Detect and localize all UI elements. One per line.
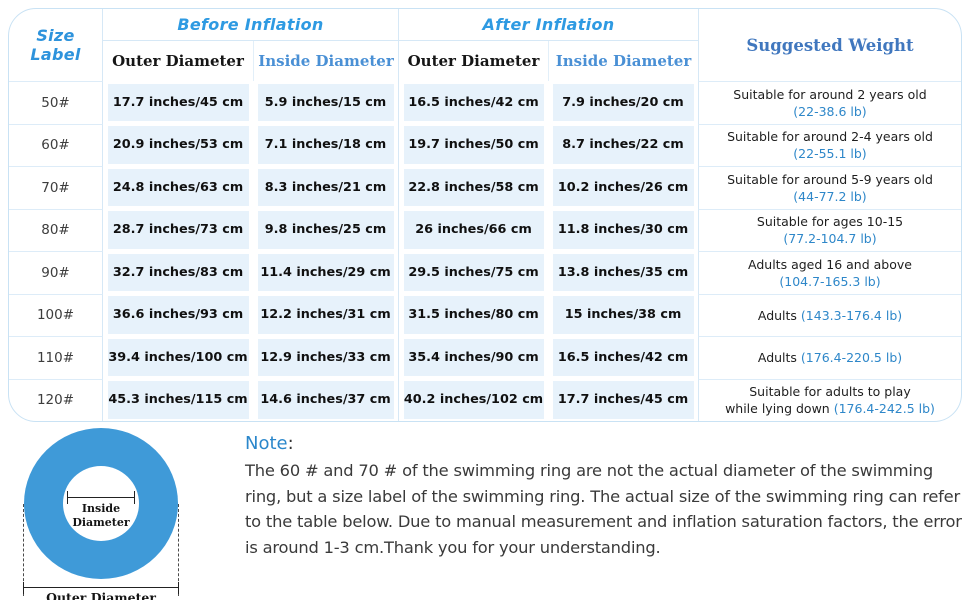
size-table: Size Label Before Inflation After Inflat… — [8, 8, 962, 422]
before-outer-cell: 45.3 inches/115 cm — [103, 379, 253, 422]
after-outer-cell: 31.5 inches/80 cm — [398, 293, 548, 336]
subheader-before-inside-diameter: Inside Diameter — [253, 41, 398, 81]
after-outer-cell: 26 inches/66 cm — [398, 208, 548, 251]
before-outer-cell: 32.7 inches/83 cm — [103, 251, 253, 294]
suggested-weight-cell: Adults aged 16 and above (104.7-165.3 lb… — [698, 251, 961, 294]
before-inside-cell: 14.6 inches/37 cm — [253, 379, 398, 422]
size-label-cell: 80# — [9, 208, 103, 251]
note-body: The 60 # and 70 # of the swimming ring a… — [245, 461, 962, 557]
after-inside-cell: 16.5 inches/42 cm — [548, 336, 698, 379]
after-outer-cell: 40.2 inches/102 cm — [398, 378, 548, 421]
note-title: Note: — [245, 433, 294, 454]
after-outer-cell: 29.5 inches/75 cm — [398, 251, 548, 294]
before-inside-cell: 5.9 inches/15 cm — [253, 81, 398, 124]
column-header-size-label: Size Label — [9, 9, 103, 81]
suggested-weight-cell: Adults (176.4-220.5 lb) — [698, 336, 961, 379]
size-label-cell: 60# — [9, 123, 103, 166]
before-outer-cell: 28.7 inches/73 cm — [103, 209, 253, 252]
subheader-before-outer-diameter: Outer Diameter — [112, 52, 244, 70]
before-outer-cell: 17.7 inches/45 cm — [103, 81, 253, 124]
size-label-cell: 50# — [9, 81, 103, 124]
suggested-weight-cell: Adults (143.3-176.4 lb) — [698, 293, 961, 336]
after-inside-cell: 15 inches/38 cm — [548, 294, 698, 337]
before-outer-cell: 39.4 inches/100 cm — [103, 336, 253, 379]
ring-diameter-diagram: Inside Diameter Outer Diameter — [0, 425, 232, 600]
column-header-suggested-weight: Suggested Weight — [698, 9, 961, 81]
table-header: Size Label Before Inflation After Inflat… — [9, 9, 961, 81]
after-inside-cell: 13.8 inches/35 cm — [548, 251, 698, 294]
subheader-after-outer-diameter: Outer Diameter — [398, 41, 548, 81]
outer-diameter-label: Outer Diameter — [46, 590, 156, 600]
group-header-before-inflation: Before Inflation — [103, 9, 398, 41]
suggested-weight-cell: Suitable for around 2-4 years old (22-55… — [698, 123, 961, 166]
before-inside-cell: 9.8 inches/25 cm — [253, 209, 398, 252]
before-outer-cell: 24.8 inches/63 cm — [103, 166, 253, 209]
note-section: Note: The 60 # and 70 # of the swimming … — [245, 433, 963, 560]
group-header-after-inflation: After Inflation — [398, 9, 698, 41]
before-inside-cell: 11.4 inches/29 cm — [253, 251, 398, 294]
before-outer-cell: 36.6 inches/93 cm — [103, 294, 253, 337]
after-outer-cell: 16.5 inches/42 cm — [398, 81, 548, 124]
suggested-weight-cell: Suitable for adults to play while lying … — [698, 378, 961, 421]
size-label-cell: 90# — [9, 251, 103, 294]
after-outer-cell: 22.8 inches/58 cm — [398, 166, 548, 209]
size-label-cell: 100# — [9, 293, 103, 336]
suggested-weight-cell: Suitable for around 2 years old (22-38.6… — [698, 81, 961, 124]
right-extension-line — [178, 504, 179, 596]
after-inside-cell: 10.2 inches/26 cm — [548, 166, 698, 209]
table-body: 50# 17.7 inches/45 cm 5.9 inches/15 cm 1… — [9, 81, 961, 421]
after-inside-cell: 17.7 inches/45 cm — [548, 379, 698, 422]
after-outer-cell: 35.4 inches/90 cm — [398, 336, 548, 379]
inside-diameter-label: Inside Diameter — [72, 502, 130, 529]
after-inside-cell: 7.9 inches/20 cm — [548, 81, 698, 124]
before-inside-cell: 8.3 inches/21 cm — [253, 166, 398, 209]
after-inside-cell: 11.8 inches/30 cm — [548, 209, 698, 252]
size-label-cell: 110# — [9, 336, 103, 379]
before-inside-cell: 7.1 inches/18 cm — [253, 124, 398, 167]
ring-hole — [63, 466, 139, 541]
before-outer-cell: 20.9 inches/53 cm — [103, 124, 253, 167]
suggested-weight-cell: Suitable for ages 10-15 (77.2-104.7 lb) — [698, 208, 961, 251]
after-outer-cell: 19.7 inches/50 cm — [398, 123, 548, 166]
left-extension-line — [23, 504, 24, 596]
outer-diameter-measure-line — [23, 582, 179, 594]
subheader-after-inside-diameter: Inside Diameter — [548, 41, 698, 81]
suggested-weight-cell: Suitable for around 5-9 years old (44-77… — [698, 166, 961, 209]
after-inside-cell: 8.7 inches/22 cm — [548, 124, 698, 167]
inside-diameter-measure-line — [67, 491, 135, 504]
size-label-cell: 120# — [9, 378, 103, 421]
before-inside-cell: 12.2 inches/31 cm — [253, 294, 398, 337]
size-label-cell: 70# — [9, 166, 103, 209]
before-inside-cell: 12.9 inches/33 cm — [253, 336, 398, 379]
